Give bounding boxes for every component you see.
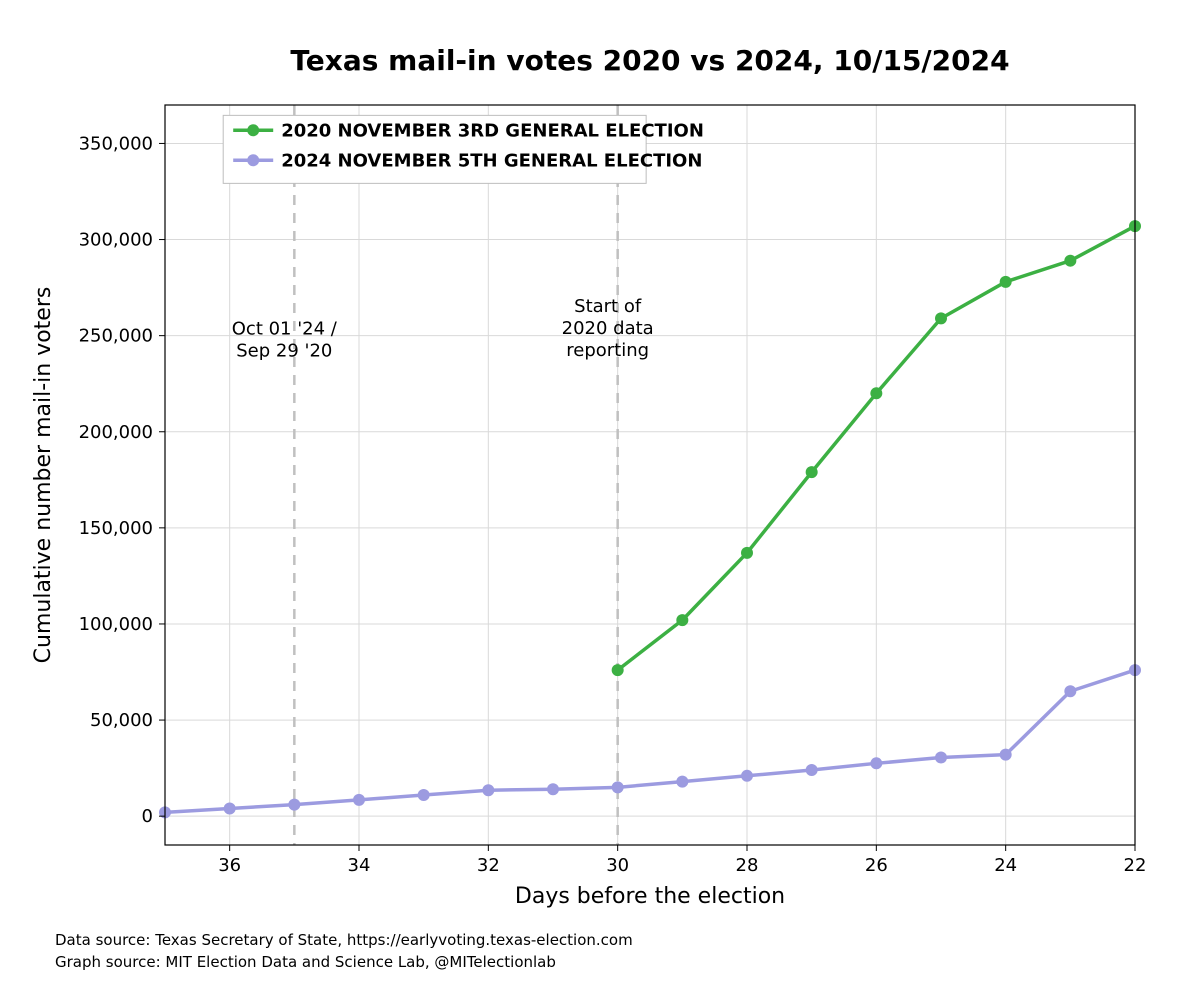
series-marker [612,664,624,676]
x-tick-label: 30 [606,855,629,876]
legend: 2020 NOVEMBER 3RD GENERAL ELECTION 2024 N… [223,115,704,183]
chart-container: Oct 01 '24 /Sep 29 '20 Start of2020 datar… [0,0,1190,1000]
credit-line: Graph source: MIT Election Data and Scie… [55,953,556,971]
series-marker [1000,749,1012,761]
series-marker [418,789,430,801]
reference-line-label: Start of [574,296,642,317]
y-tick-label: 350,000 [79,133,153,154]
x-tick-label: 22 [1124,855,1147,876]
x-tick-label: 32 [477,855,500,876]
series-marker [353,794,365,806]
x-axis-label: Days before the election [515,884,785,909]
x-tick-label: 24 [994,855,1017,876]
y-tick-label: 100,000 [79,614,153,635]
series-marker [1064,255,1076,267]
series-marker [288,799,300,811]
reference-line-label: Sep 29 '20 [236,340,332,361]
series-marker [547,783,559,795]
series-marker [935,312,947,324]
legend-label: 2024 NOVEMBER 5TH GENERAL ELECTION [281,150,702,171]
plot-area [165,105,1135,845]
chart-svg: Oct 01 '24 /Sep 29 '20 Start of2020 datar… [0,0,1190,1000]
legend-label: 2020 NOVEMBER 3RD GENERAL ELECTION [281,120,704,141]
y-tick-label: 200,000 [79,422,153,443]
series-marker [741,547,753,559]
y-tick-label: 150,000 [79,518,153,539]
y-axis-label: Cumulative number mail-in voters [31,287,56,664]
series-marker [1000,276,1012,288]
y-tick-label: 0 [142,806,153,827]
series-marker [870,757,882,769]
x-tick-label: 28 [736,855,759,876]
series-marker [935,752,947,764]
series-marker [612,781,624,793]
series-marker [676,614,688,626]
x-tick-label: 26 [865,855,888,876]
series-marker [482,784,494,796]
y-tick-label: 300,000 [79,230,153,251]
series-marker [741,770,753,782]
series-marker [224,802,236,814]
reference-line-label: Oct 01 '24 / [232,318,338,339]
x-tick-label: 36 [218,855,241,876]
y-tick-label: 50,000 [90,710,153,731]
reference-line-label: 2020 data [562,318,654,339]
series-marker [806,764,818,776]
chart-title: Texas mail-in votes 2020 vs 2024, 10/15/… [290,44,1009,77]
credit-line: Data source: Texas Secretary of State, h… [55,931,633,949]
series-marker [870,387,882,399]
x-tick-label: 34 [348,855,371,876]
y-tick-label: 250,000 [79,326,153,347]
reference-line-label: reporting [566,340,649,361]
series-marker [676,776,688,788]
series-marker [806,466,818,478]
series-marker [1064,685,1076,697]
